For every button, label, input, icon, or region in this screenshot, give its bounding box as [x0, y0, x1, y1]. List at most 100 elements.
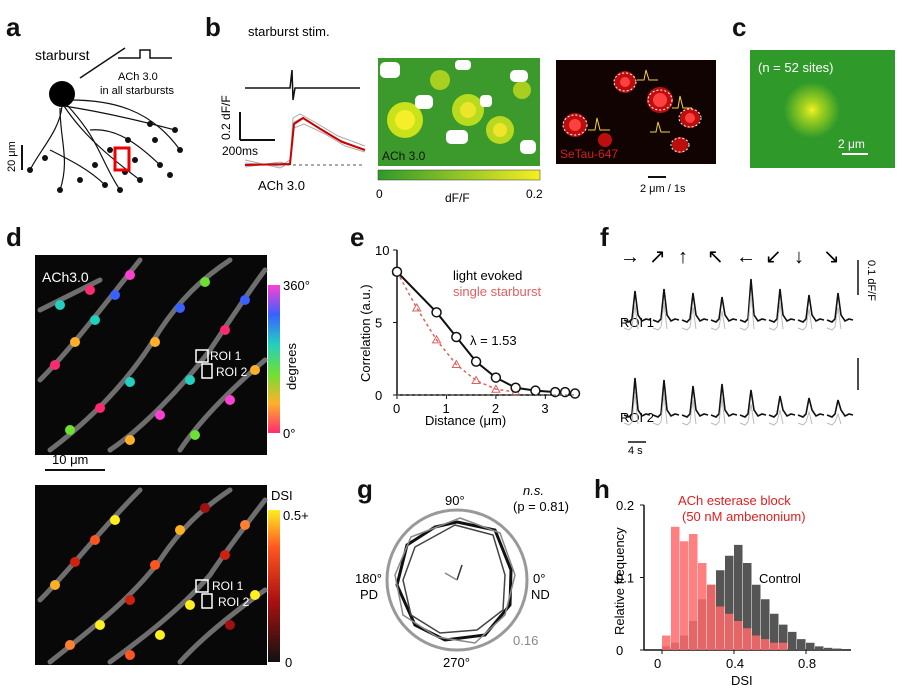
- roi2-label-top: ROI 2: [216, 365, 248, 379]
- f-trace: [652, 288, 680, 323]
- roi2-box-top: [201, 363, 213, 379]
- f-trace: [710, 383, 738, 418]
- h-ytick-label: 0.2: [616, 498, 634, 513]
- f-trace-sem: [710, 397, 726, 426]
- e-point-light-evoked: [569, 388, 581, 399]
- ach-label-1: ACh 3.0: [118, 71, 158, 83]
- g-pd: PD: [360, 587, 378, 602]
- h-bar-control: [761, 599, 770, 650]
- panel-f: → ↗ ↑ ↖ ← ↙ ↓ ↘ ROI 1 ROI 2 0.1 dF/F 4 s: [620, 246, 877, 457]
- f-trace-sem: [826, 306, 842, 331]
- scale-label-c: 2 μm: [838, 137, 865, 151]
- f-trace: [797, 294, 825, 323]
- g-ns: n.s.: [523, 483, 544, 498]
- panel-c: (n = 52 sites) 2 μm: [750, 50, 895, 168]
- panel-d: ROI 1 ROI 2 ACh3.0 360° 0° degrees 10 μm…: [35, 255, 310, 670]
- roi2-box-bottom: [201, 593, 213, 609]
- ach-image-label: ACh 3.0: [382, 149, 426, 163]
- f-direction-arrow: ↙: [765, 246, 782, 268]
- g-vector-1: [456, 564, 463, 581]
- g-nd: ND: [531, 587, 550, 602]
- dsi-colorbar: [268, 510, 280, 662]
- setau-cores: [569, 77, 695, 131]
- panel-label-g: g: [357, 474, 373, 504]
- h-xtick-label: 0: [654, 656, 661, 671]
- f-trace: [768, 395, 796, 418]
- e-xtick-label: 0: [393, 401, 400, 416]
- f-trace: [826, 292, 854, 323]
- h-xlabel: DSI: [731, 673, 753, 688]
- n-sites: (n = 52 sites): [758, 60, 834, 75]
- f-direction-arrow: ↓: [794, 246, 804, 268]
- dsi-top: 0.5+: [283, 508, 309, 523]
- scale-label-d: 10 μm: [52, 452, 88, 467]
- panel-b: starburst stim. 0.2 dF/F 200ms ACh 3.0 A…: [219, 24, 716, 205]
- ach-masked-regions: [380, 60, 536, 154]
- f-trace-sem: [826, 412, 842, 426]
- h-bar-ach-block: [671, 526, 680, 650]
- h-bar-ach-block: [662, 635, 671, 650]
- f-trace: [681, 292, 709, 323]
- e-point-light-evoked: [559, 386, 571, 398]
- mean-trace: [244, 116, 366, 166]
- h-bar-control: [734, 544, 743, 650]
- e-point-light-evoked: [431, 307, 442, 318]
- h-bar-control: [770, 613, 779, 650]
- h-legend-2: (50 nM ambenonium): [682, 509, 806, 524]
- d-bottom-rois: [50, 503, 260, 660]
- g-polar-ring: [385, 508, 529, 652]
- panel-g: 90° 180° PD 0° ND 270° 0.16 n.s. (p = 0.…: [355, 483, 569, 670]
- dsi-label: DSI: [271, 488, 293, 503]
- roi2-label-bottom: ROI 2: [218, 595, 250, 609]
- panel-a-diagram: starburst ACh 3.0 in all starbursts 20 μ…: [6, 47, 183, 193]
- h-bar-ach-block: [689, 534, 698, 650]
- h-bar-ach-block: [752, 635, 761, 650]
- time-label-b: 200ms: [222, 144, 258, 158]
- chart-e: 10 5 00 1 2 3 light evoked single starburst λ…: [358, 243, 581, 428]
- e-xtick-label: 3: [541, 401, 548, 416]
- f-direction-arrow: ↖: [707, 246, 724, 268]
- h-bar-control: [779, 624, 788, 650]
- e-point-single-starburst: [411, 302, 422, 312]
- f-trace: [652, 379, 680, 418]
- h-xtick-label: 0.4: [726, 656, 744, 671]
- h-bar-ach-block: [734, 621, 743, 650]
- roi-circles: [562, 72, 702, 153]
- cb-max-b: 0.2: [526, 187, 543, 201]
- f-scale-y: 0.1 dF/F: [865, 260, 877, 301]
- e-point-single-starburst: [491, 384, 501, 393]
- e-point-light-evoked: [490, 372, 502, 383]
- f-trace: [768, 288, 796, 323]
- varicosities: [27, 121, 183, 193]
- f-trace: [623, 377, 651, 418]
- f-trace-sem: [681, 306, 697, 331]
- h-legend-1: ACh esterase block: [678, 493, 791, 508]
- h-bar-ach-block: [725, 613, 734, 650]
- e-ylabel: Correlation (a.u.): [358, 284, 373, 382]
- stim-trace: [245, 69, 360, 101]
- setau-label: SeTau-647: [560, 147, 618, 161]
- f-trace-sem: [768, 302, 784, 331]
- roi1-label-top: ROI 1: [210, 349, 242, 363]
- g-180: 180°: [355, 571, 382, 586]
- e-point-light-evoked: [530, 385, 541, 396]
- roi-box: [113, 146, 131, 172]
- panel-label-d: d: [6, 222, 22, 252]
- h-bar-ach-block: [779, 642, 788, 650]
- e-xtick-label: 1: [442, 401, 449, 416]
- soma-icon: [49, 81, 75, 107]
- scale-label-b: 2 μm / 1s: [640, 183, 686, 195]
- e-point-light-evoked: [451, 331, 462, 343]
- e-point-light-evoked: [391, 266, 403, 277]
- chart-h: 0.2 0.1 0 0 0.4 0.8 ACh esterase block (50 nM…: [612, 493, 851, 688]
- h-ylabel: Relative frequency: [612, 527, 627, 635]
- degrees-colorbar: [268, 285, 280, 433]
- f-trace: [710, 296, 738, 323]
- f-trace-sem: [652, 302, 668, 331]
- deg-label: degrees: [284, 343, 299, 390]
- d-top-image: [35, 255, 267, 455]
- e-point-light-evoked: [470, 356, 482, 367]
- panel-label-f: f: [600, 222, 609, 252]
- deg-top: 360°: [283, 278, 310, 293]
- h-xtick-label: 0.8: [798, 656, 816, 671]
